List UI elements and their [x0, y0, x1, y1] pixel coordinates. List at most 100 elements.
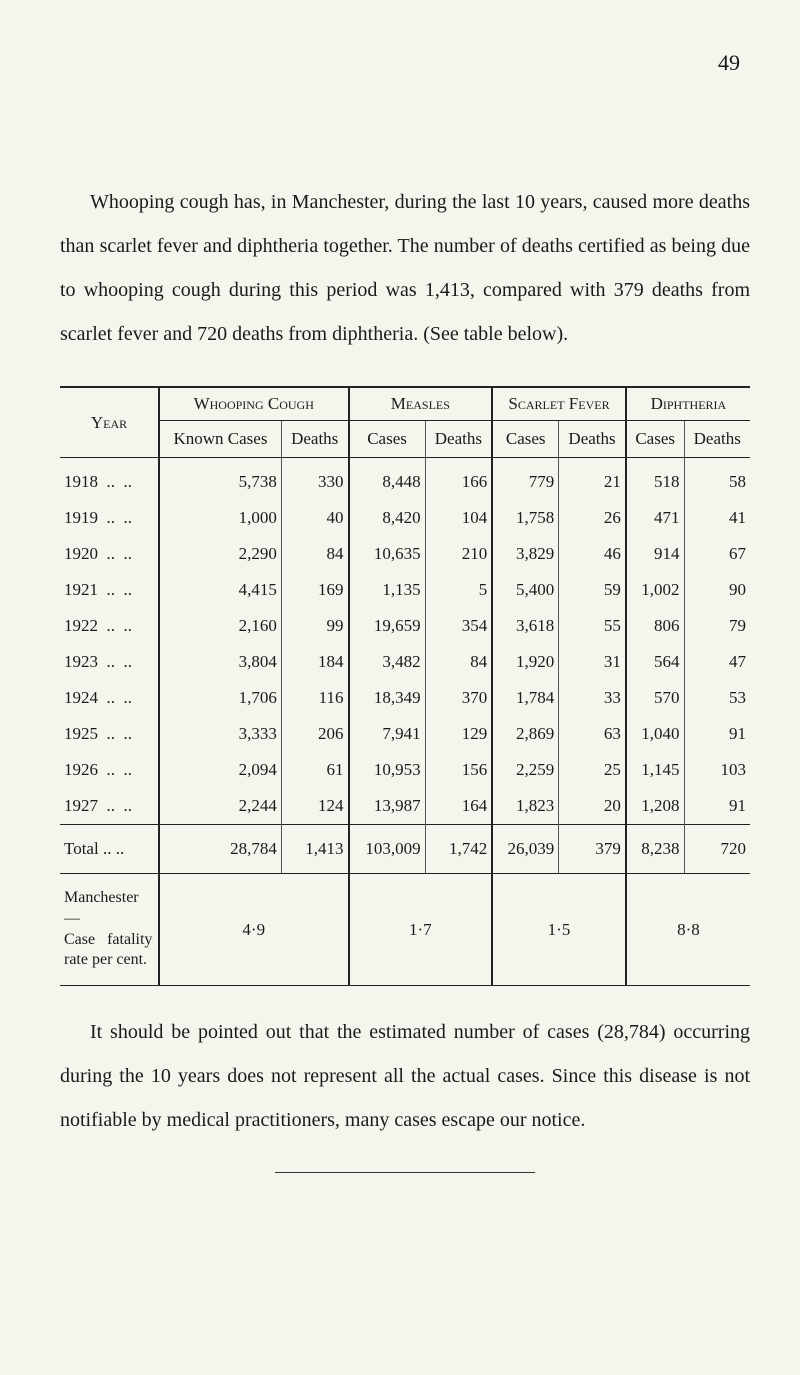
sub-cases-3: Cases — [492, 421, 559, 458]
cell-d-cases: 1,040 — [626, 716, 684, 752]
cell-wc-cases: 4,415 — [159, 572, 281, 608]
cell-wc-cases: 3,804 — [159, 644, 281, 680]
cell-d-cases: 570 — [626, 680, 684, 716]
cell-m-cases: 3,482 — [349, 644, 426, 680]
cell-m-cases: 10,635 — [349, 536, 426, 572]
cell-d-deaths: 53 — [684, 680, 750, 716]
cell-m-deaths: 370 — [425, 680, 492, 716]
cell-year: 1920 .. .. — [60, 536, 159, 572]
cell-d-cases: 1,002 — [626, 572, 684, 608]
closing-rule — [275, 1172, 535, 1173]
col-scarlet-header: Scarlet Fever — [492, 387, 626, 421]
cell-year: 1924 .. .. — [60, 680, 159, 716]
intro-text: Whooping cough has, in Manchester, durin… — [60, 180, 750, 356]
sub-deaths-2: Deaths — [425, 421, 492, 458]
cell-sf-deaths: 59 — [559, 572, 626, 608]
table-row: 1924 .. ..1,70611618,3493701,7843357053 — [60, 680, 750, 716]
cell-year: 1918 .. .. — [60, 458, 159, 501]
col-measles-header: Measles — [349, 387, 493, 421]
cell-sf-cases: 2,259 — [492, 752, 559, 788]
table-row: 1922 .. ..2,1609919,6593543,6185580679 — [60, 608, 750, 644]
fatality-label: Manchester—Case fatalityrate per cent. — [60, 874, 159, 986]
cell-wc-deaths: 40 — [281, 500, 348, 536]
sub-known-cases: Known Cases — [159, 421, 281, 458]
cell-sf-cases: 1,784 — [492, 680, 559, 716]
cell-m-cases: 18,349 — [349, 680, 426, 716]
total-wc-deaths: 1,413 — [281, 825, 348, 874]
cell-d-deaths: 91 — [684, 788, 750, 825]
total-d-cases: 8,238 — [626, 825, 684, 874]
cell-m-deaths: 104 — [425, 500, 492, 536]
cell-sf-cases: 1,758 — [492, 500, 559, 536]
cell-wc-deaths: 169 — [281, 572, 348, 608]
cell-d-cases: 806 — [626, 608, 684, 644]
cell-wc-cases: 2,290 — [159, 536, 281, 572]
table-row: 1923 .. ..3,8041843,482841,9203156447 — [60, 644, 750, 680]
table-row: 1926 .. ..2,0946110,9531562,259251,14510… — [60, 752, 750, 788]
cell-m-cases: 13,987 — [349, 788, 426, 825]
total-label: Total .. .. — [60, 825, 159, 874]
col-diphtheria-header: Diphtheria — [626, 387, 750, 421]
cell-wc-deaths: 124 — [281, 788, 348, 825]
fatality-d: 8·8 — [626, 874, 750, 986]
disease-table: Year Whooping Cough Measles Scarlet Feve… — [60, 386, 750, 986]
cell-m-deaths: 129 — [425, 716, 492, 752]
table-row: 1925 .. ..3,3332067,9411292,869631,04091 — [60, 716, 750, 752]
cell-sf-cases: 3,618 — [492, 608, 559, 644]
cell-wc-deaths: 99 — [281, 608, 348, 644]
fatality-wc: 4·9 — [159, 874, 349, 986]
table-row: 1920 .. ..2,2908410,6352103,8294691467 — [60, 536, 750, 572]
cell-year: 1927 .. .. — [60, 788, 159, 825]
cell-m-deaths: 164 — [425, 788, 492, 825]
cell-d-deaths: 91 — [684, 716, 750, 752]
cell-year: 1926 .. .. — [60, 752, 159, 788]
cell-d-cases: 471 — [626, 500, 684, 536]
total-sf-cases: 26,039 — [492, 825, 559, 874]
total-m-deaths: 1,742 — [425, 825, 492, 874]
fatality-row: Manchester—Case fatalityrate per cent. 4… — [60, 874, 750, 986]
cell-m-deaths: 354 — [425, 608, 492, 644]
cell-year: 1919 .. .. — [60, 500, 159, 536]
total-sf-deaths: 379 — [559, 825, 626, 874]
cell-wc-deaths: 84 — [281, 536, 348, 572]
table-row: 1919 .. ..1,000408,4201041,7582647141 — [60, 500, 750, 536]
cell-wc-deaths: 184 — [281, 644, 348, 680]
cell-d-deaths: 47 — [684, 644, 750, 680]
fatality-sf: 1·5 — [492, 874, 626, 986]
sub-deaths-4: Deaths — [684, 421, 750, 458]
cell-year: 1923 .. .. — [60, 644, 159, 680]
table-row: 1927 .. ..2,24412413,9871641,823201,2089… — [60, 788, 750, 825]
cell-m-cases: 8,420 — [349, 500, 426, 536]
cell-sf-cases: 1,823 — [492, 788, 559, 825]
cell-wc-cases: 2,244 — [159, 788, 281, 825]
cell-m-cases: 8,448 — [349, 458, 426, 501]
outro-paragraph: It should be pointed out that the estima… — [60, 1010, 750, 1142]
outro-text: It should be pointed out that the estima… — [60, 1010, 750, 1142]
cell-d-deaths: 90 — [684, 572, 750, 608]
cell-sf-deaths: 20 — [559, 788, 626, 825]
table-row: 1921 .. ..4,4151691,13555,400591,00290 — [60, 572, 750, 608]
cell-m-cases: 19,659 — [349, 608, 426, 644]
cell-sf-cases: 779 — [492, 458, 559, 501]
cell-sf-deaths: 55 — [559, 608, 626, 644]
cell-wc-cases: 5,738 — [159, 458, 281, 501]
cell-wc-cases: 2,160 — [159, 608, 281, 644]
cell-sf-deaths: 46 — [559, 536, 626, 572]
cell-wc-deaths: 116 — [281, 680, 348, 716]
cell-d-deaths: 79 — [684, 608, 750, 644]
cell-sf-deaths: 21 — [559, 458, 626, 501]
cell-sf-cases: 5,400 — [492, 572, 559, 608]
cell-sf-cases: 1,920 — [492, 644, 559, 680]
cell-wc-cases: 1,000 — [159, 500, 281, 536]
cell-year: 1925 .. .. — [60, 716, 159, 752]
cell-sf-cases: 2,869 — [492, 716, 559, 752]
cell-sf-deaths: 25 — [559, 752, 626, 788]
cell-m-deaths: 210 — [425, 536, 492, 572]
cell-wc-deaths: 206 — [281, 716, 348, 752]
fatality-m: 1·7 — [349, 874, 493, 986]
cell-wc-cases: 1,706 — [159, 680, 281, 716]
cell-sf-deaths: 31 — [559, 644, 626, 680]
total-wc-cases: 28,784 — [159, 825, 281, 874]
cell-sf-deaths: 63 — [559, 716, 626, 752]
cell-m-deaths: 5 — [425, 572, 492, 608]
